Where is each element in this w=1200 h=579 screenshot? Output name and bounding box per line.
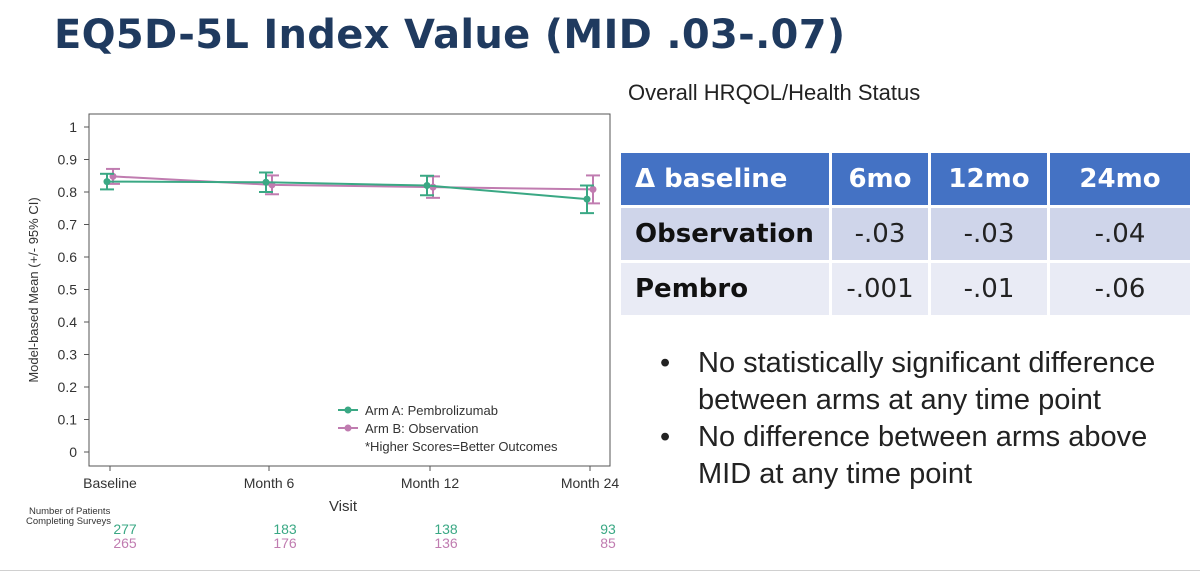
table-subtitle: Overall HRQOL/Health Status	[628, 80, 921, 105]
table-header-6mo: 6mo	[832, 153, 928, 205]
y-tick-label: 0.2	[58, 379, 78, 395]
bullet-item: • No statistically significant difference…	[660, 345, 1160, 419]
conclusion-bullets: • No statistically significant difference…	[660, 345, 1160, 493]
patient-count-arm-b: 265	[113, 535, 137, 551]
legend-swatch-dot	[344, 406, 352, 414]
y-tick-label: 0.3	[58, 347, 78, 363]
table-row-observation: Observation -.03 -.03 -.04	[621, 208, 1190, 260]
series-line-pembrolizumab	[106, 180, 588, 201]
bullet-text: No difference between arms above MID at …	[698, 421, 1148, 490]
y-tick-label: 0	[69, 444, 77, 460]
x-tick-label: Baseline	[83, 475, 137, 491]
bullet-text: No statistically significant difference …	[698, 347, 1156, 416]
bottom-divider	[0, 570, 1200, 571]
y-tick-label: 0.5	[58, 282, 78, 298]
y-axis-label: Model-based Mean (+/- 95% CI)	[26, 197, 41, 382]
bullet-dot-icon: •	[660, 347, 671, 379]
row-label-pembro: Pembro	[621, 263, 829, 315]
x-tick-label: Month 24	[561, 475, 620, 491]
y-tick-label: 0.4	[58, 314, 78, 330]
slide-title: EQ5D-5L Index Value (MID .03-.07)	[54, 12, 846, 58]
row-label-observation: Observation	[621, 208, 829, 260]
y-tick-label: 0.1	[58, 412, 78, 428]
patient-count-arm-b: 176	[273, 535, 297, 551]
legend-swatch-dot	[344, 424, 352, 432]
y-tick-label: 0.6	[58, 249, 78, 265]
data-point	[103, 178, 111, 186]
patients-label-line2: Completing Surveys	[26, 516, 111, 527]
bullet-dot-icon: •	[660, 421, 671, 453]
table-header-12mo: 12mo	[931, 153, 1047, 205]
eq5d-line-chart: 0 0.1 0.2 0.3 0.4 0.5 0.6 0.7 0.8 0.9 1 Baseline Mon…	[26, 113, 620, 551]
data-point	[423, 182, 431, 189]
data-point	[262, 178, 270, 186]
delta-baseline-table: Δ baseline 6mo 12mo 24mo Observation -.0…	[618, 150, 1193, 318]
table-cell: -.06	[1050, 263, 1190, 315]
x-tick-label: Month 6	[244, 475, 295, 491]
table-cell: -.03	[931, 208, 1047, 260]
table-row-pembro: Pembro -.001 -.01 -.06	[621, 263, 1190, 315]
y-tick-label: 0.7	[58, 217, 78, 233]
plot-frame	[88, 113, 611, 467]
y-tick-label: 1	[69, 119, 77, 135]
data-point	[583, 195, 591, 203]
patient-count-arm-a: 93	[600, 521, 616, 537]
table-cell: -.03	[832, 208, 928, 260]
patient-count-arm-a: 183	[273, 521, 297, 537]
x-axis-label: Visit	[329, 498, 358, 515]
table-cell: -.04	[1050, 208, 1190, 260]
legend-label: Arm B: Observation	[365, 421, 478, 436]
series-line-observation	[112, 175, 594, 191]
patient-count-arm-b: 85	[600, 535, 616, 551]
patient-count-arm-b: 136	[434, 535, 458, 551]
patient-count-arm-a: 138	[434, 521, 458, 537]
patient-count-arm-a: 277	[113, 521, 137, 537]
patients-label-line1: Number of Patients	[29, 506, 111, 517]
legend-note: *Higher Scores=Better Outcomes	[365, 439, 558, 454]
y-tick-label: 0.9	[58, 152, 78, 168]
table-cell: -.01	[931, 263, 1047, 315]
data-point	[589, 185, 597, 193]
table-header-row: Δ baseline 6mo 12mo 24mo	[621, 153, 1190, 205]
table-header-delta: Δ baseline	[621, 153, 829, 205]
table-header-24mo: 24mo	[1050, 153, 1190, 205]
x-tick-label: Month 12	[401, 475, 460, 491]
bullet-item: • No difference between arms above MID at…	[660, 419, 1160, 493]
y-tick-label: 0.8	[58, 184, 78, 200]
legend-label: Arm A: Pembrolizumab	[365, 403, 498, 418]
table-cell: -.001	[832, 263, 928, 315]
